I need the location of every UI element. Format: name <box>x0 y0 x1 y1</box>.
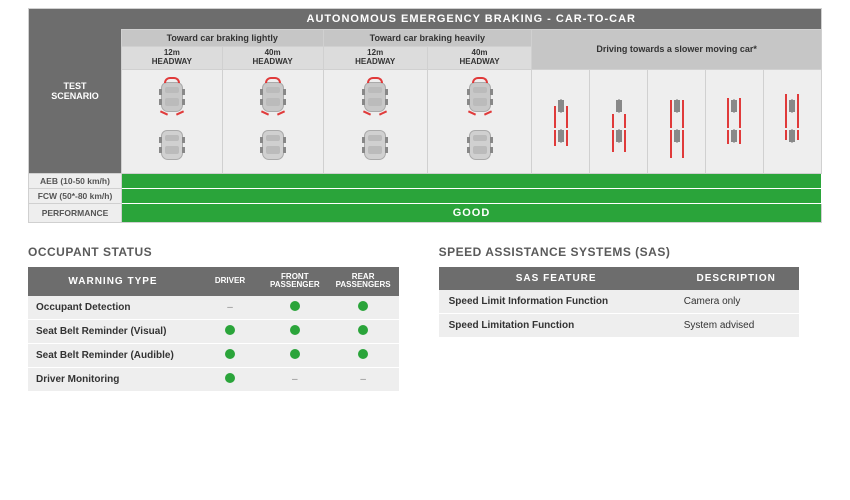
table-row: Occupant Detection – <box>28 296 399 320</box>
scenario-cell <box>222 69 323 173</box>
occ-hdr-driver: DRIVER <box>198 267 262 297</box>
hdr-light: Toward car braking lightly <box>122 30 324 47</box>
car-follow-icon <box>364 130 386 160</box>
occ-cell-driver: – <box>198 296 262 320</box>
sas-hdr-desc: DESCRIPTION <box>674 267 799 290</box>
car-follow-icon <box>733 129 735 143</box>
aeb-title: AUTONOMOUS EMERGENCY BRAKING - CAR-TO-CA… <box>122 9 822 30</box>
status-dot-icon <box>290 349 300 359</box>
sas-hdr-feature: SAS FEATURE <box>439 267 674 290</box>
occ-hdr-warning: WARNING TYPE <box>28 267 198 297</box>
status-dot-icon <box>225 349 235 359</box>
car-lead-icon <box>161 82 183 112</box>
car-lead-icon <box>676 99 678 113</box>
table-row: Driver Monitoring – – <box>28 368 399 392</box>
occ-cell-front <box>262 344 328 368</box>
hw-40-a: 40m HEADWAY <box>222 47 323 70</box>
table-row: Speed Limit Information FunctionCamera o… <box>439 290 799 314</box>
occ-row-label: Seat Belt Reminder (Audible) <box>28 344 198 368</box>
scenario-cell <box>323 69 427 173</box>
occ-row-label: Driver Monitoring <box>28 368 198 392</box>
occ-cell-rear <box>328 320 399 344</box>
occ-cell-rear: – <box>328 368 399 392</box>
status-dot-icon <box>290 325 300 335</box>
occupant-table: WARNING TYPE DRIVER FRONT PASSENGER REAR… <box>28 267 399 393</box>
occ-row-label: Occupant Detection <box>28 296 198 320</box>
scenario-cell <box>705 69 763 173</box>
row-fcw-label: FCW (50*-80 km/h) <box>29 188 122 203</box>
status-dot-icon <box>358 301 368 311</box>
car-follow-icon <box>791 129 793 143</box>
status-dot-icon <box>358 325 368 335</box>
hdr-slower: Driving towards a slower moving car* <box>532 30 822 70</box>
scenario-cell <box>427 69 531 173</box>
table-row: Seat Belt Reminder (Audible) <box>28 344 399 368</box>
car-lead-icon <box>791 99 793 113</box>
status-dot-icon <box>225 325 235 335</box>
aeb-bar <box>122 173 822 188</box>
car-follow-icon <box>676 129 678 143</box>
car-lead-icon <box>560 99 562 113</box>
sas-block: SPEED ASSISTANCE SYSTEMS (SAS) SAS FEATU… <box>439 245 799 393</box>
occ-cell-front <box>262 320 328 344</box>
occ-row-label: Seat Belt Reminder (Visual) <box>28 320 198 344</box>
scenario-cell <box>648 69 706 173</box>
status-dot-icon <box>358 349 368 359</box>
car-lead-icon <box>618 99 620 113</box>
status-dash-icon: – <box>292 374 298 385</box>
car-lead-icon <box>733 99 735 113</box>
sas-title: SPEED ASSISTANCE SYSTEMS (SAS) <box>439 245 799 259</box>
hw-12-a: 12m HEADWAY <box>122 47 223 70</box>
scenario-cell <box>763 69 821 173</box>
row-aeb-label: AEB (10-50 km/h) <box>29 173 122 188</box>
scenario-cell <box>532 69 590 173</box>
occ-cell-rear <box>328 344 399 368</box>
occupant-title: OCCUPANT STATUS <box>28 245 399 259</box>
occ-cell-driver <box>198 320 262 344</box>
bottom-section: OCCUPANT STATUS WARNING TYPE DRIVER FRON… <box>28 245 822 393</box>
hw-12-b: 12m HEADWAY <box>323 47 427 70</box>
occupant-status-block: OCCUPANT STATUS WARNING TYPE DRIVER FRON… <box>28 245 399 393</box>
car-lead-icon <box>364 82 386 112</box>
status-dash-icon: – <box>360 374 366 385</box>
hdr-heavy: Toward car braking heavily <box>323 30 532 47</box>
occ-cell-driver <box>198 368 262 392</box>
sas-feature: Speed Limit Information Function <box>439 290 674 314</box>
perf-value: GOOD <box>122 203 822 222</box>
sas-desc: Camera only <box>674 290 799 314</box>
table-row: Speed Limitation FunctionSystem advised <box>439 313 799 337</box>
car-follow-icon <box>469 130 491 160</box>
car-follow-icon <box>560 129 562 143</box>
hw-40-b: 40m HEADWAY <box>427 47 531 70</box>
table-row: Seat Belt Reminder (Visual) <box>28 320 399 344</box>
sas-feature: Speed Limitation Function <box>439 313 674 337</box>
occ-cell-driver <box>198 344 262 368</box>
car-follow-icon <box>262 130 284 160</box>
car-lead-icon <box>262 82 284 112</box>
car-follow-icon <box>161 130 183 160</box>
status-dot-icon <box>225 373 235 383</box>
aeb-table: TEST SCENARIO AUTONOMOUS EMERGENCY BRAKI… <box>28 8 822 223</box>
status-dash-icon: – <box>227 302 233 313</box>
car-follow-icon <box>618 129 620 143</box>
occ-cell-front <box>262 296 328 320</box>
occ-cell-rear <box>328 296 399 320</box>
scenario-cell <box>122 69 223 173</box>
sas-table: SAS FEATURE DESCRIPTION Speed Limit Info… <box>439 267 799 338</box>
occ-hdr-rear: REAR PASSENGERS <box>328 267 399 297</box>
row-perf-label: PERFORMANCE <box>29 203 122 222</box>
test-scenario-label: TEST SCENARIO <box>29 9 122 174</box>
car-lead-icon <box>469 82 491 112</box>
occ-hdr-front: FRONT PASSENGER <box>262 267 328 297</box>
status-dot-icon <box>290 301 300 311</box>
fcw-bar <box>122 188 822 203</box>
scenario-cell <box>590 69 648 173</box>
sas-desc: System advised <box>674 313 799 337</box>
occ-cell-front: – <box>262 368 328 392</box>
